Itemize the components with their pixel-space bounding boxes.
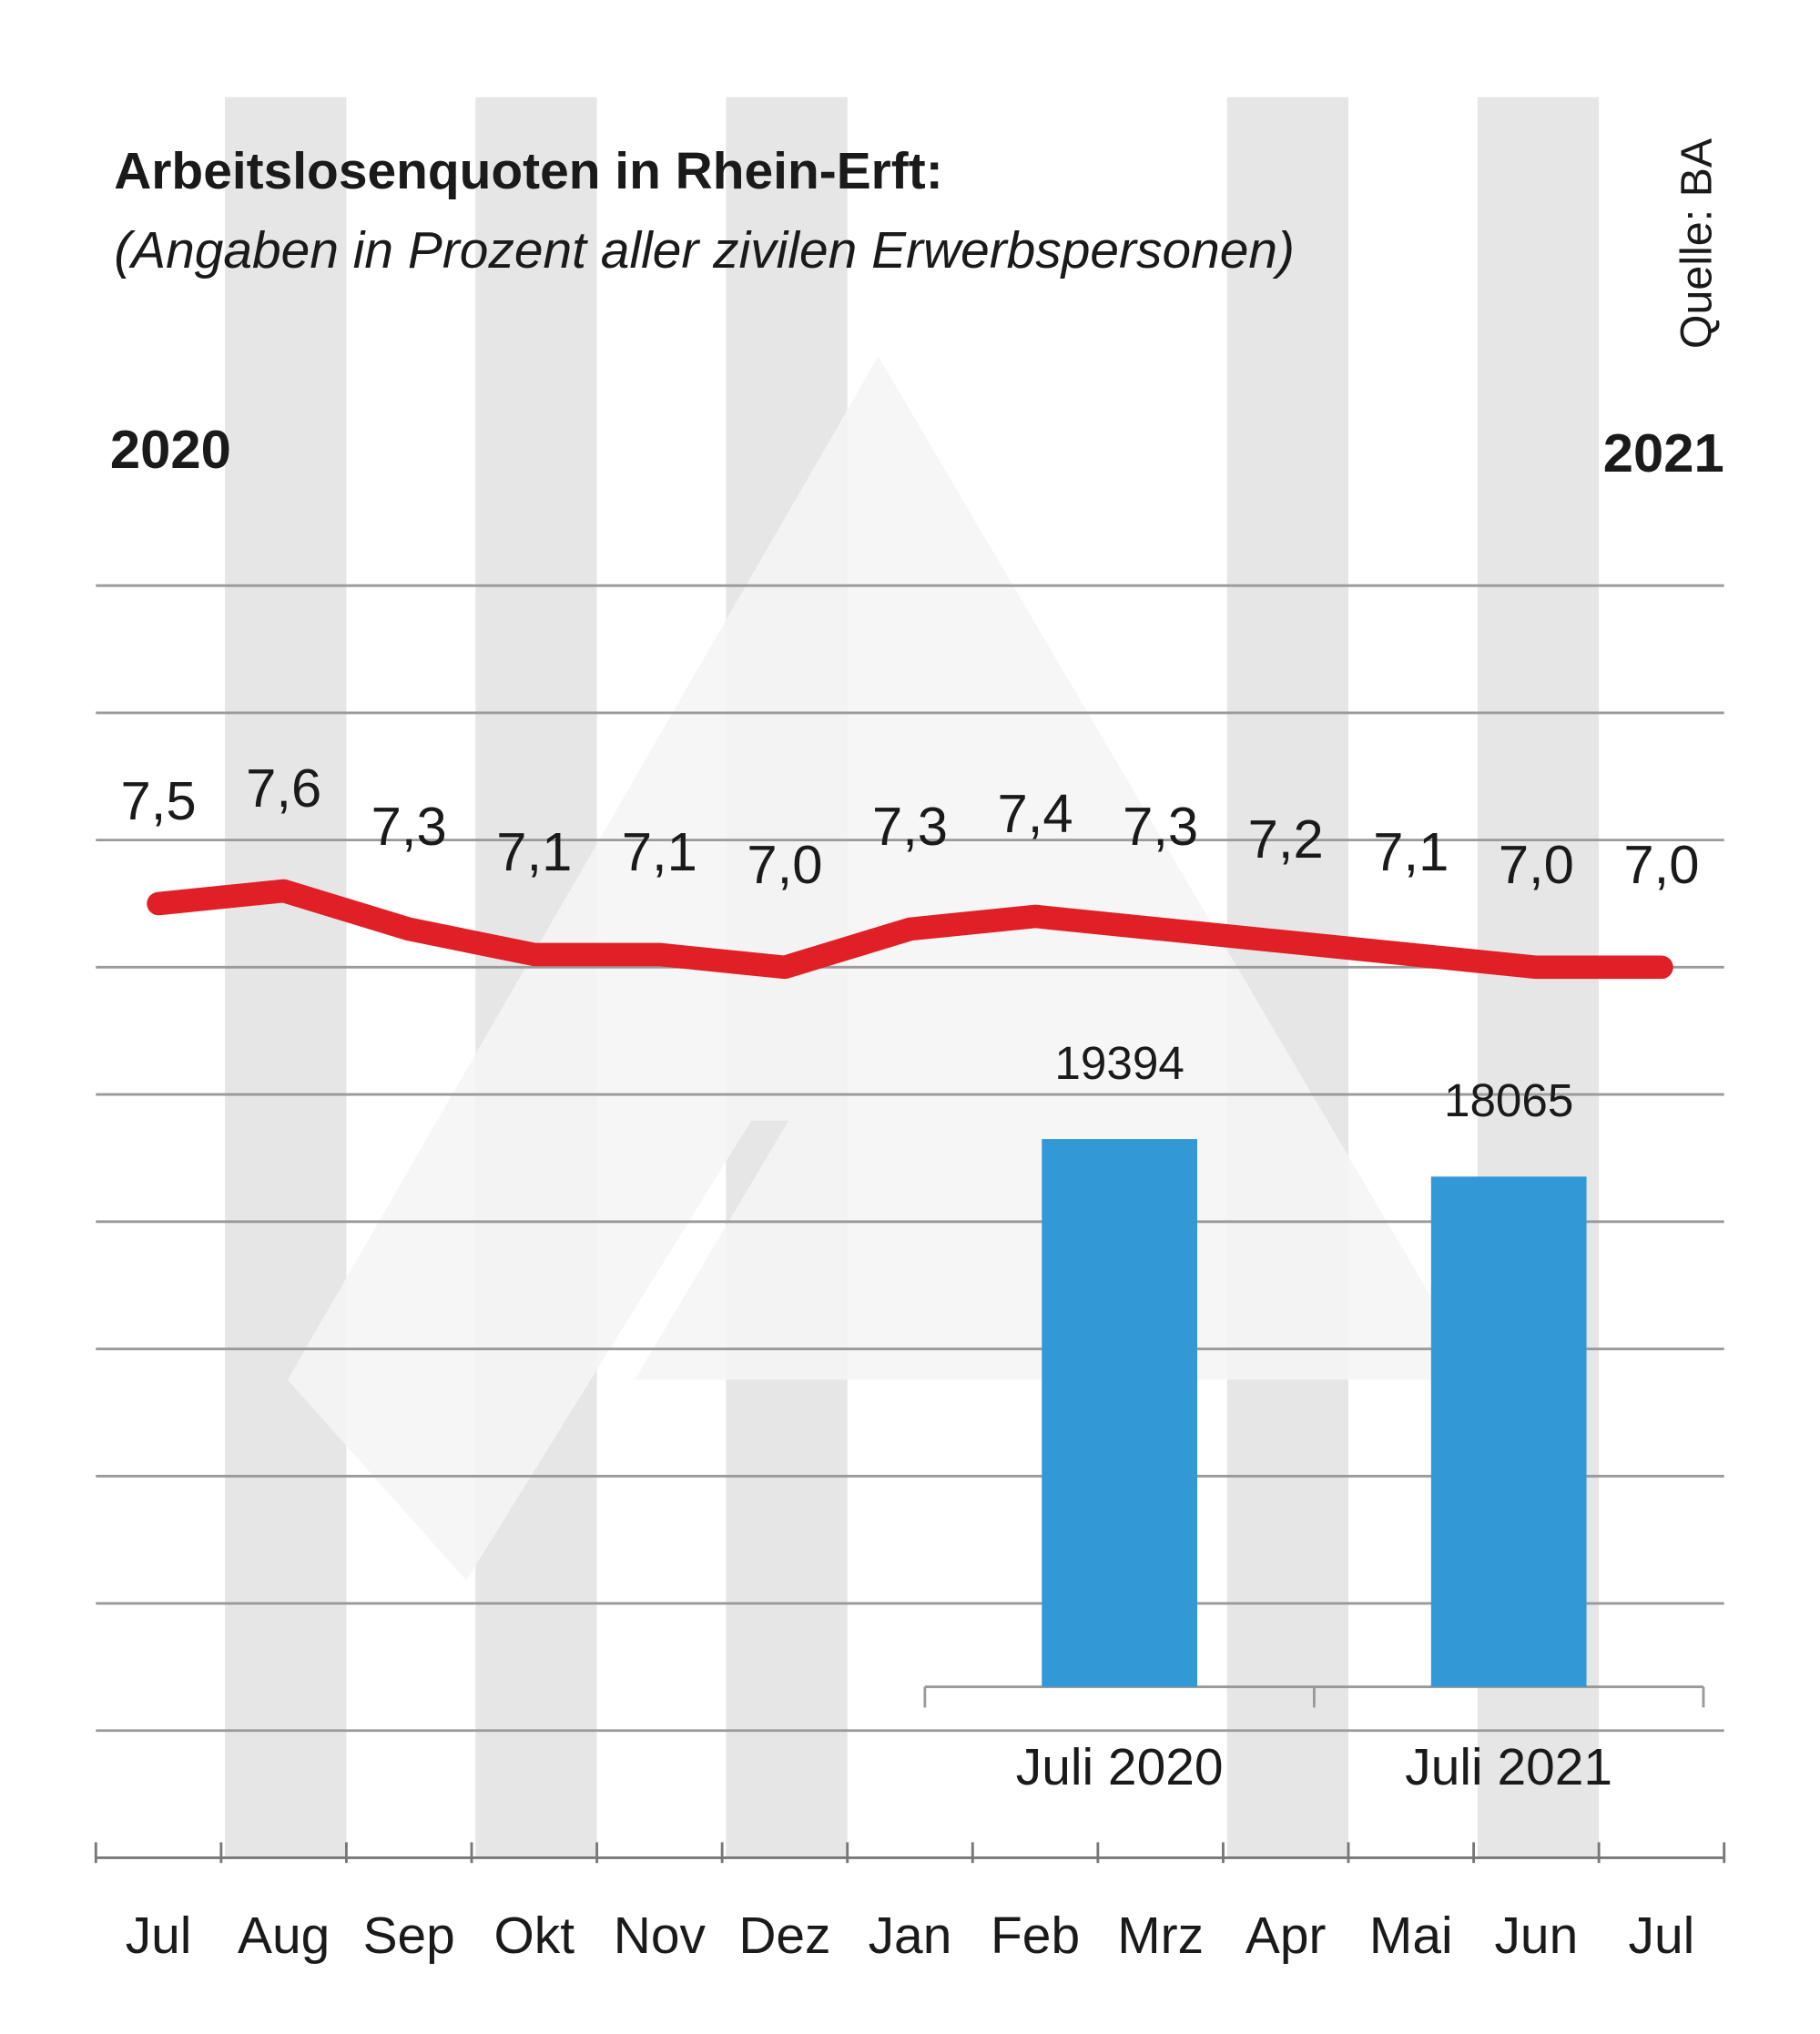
x-tick-label: Nov [614,1907,707,1965]
value-label: 7,1 [496,821,572,882]
value-label: 7,3 [872,796,948,857]
chart-subtitle: (Angaben in Prozent aller zivilen Erwerb… [114,221,1295,280]
x-tick-label: Jul [126,1907,192,1965]
x-tick-label: Mrz [1117,1907,1204,1965]
end-year: 2021 [1603,422,1724,483]
x-tick-label: Mai [1369,1907,1453,1965]
value-label: 7,3 [371,796,447,857]
stripe [225,97,347,1858]
source: Quelle: BA [1672,137,1721,349]
x-tick-label: Apr [1246,1907,1327,1965]
chart-title: Arbeitslosenquoten in Rhein-Erft: [114,142,942,200]
x-tick-label: Juli 2020 [1016,1738,1224,1796]
x-tick-label: Sep [363,1907,455,1965]
x-tick-label: Juli 2021 [1405,1738,1612,1796]
x-tick-label: Jan [869,1907,952,1965]
value-label: 7,6 [246,758,321,819]
stripe [1226,97,1349,1858]
x-tick-label: Aug [238,1907,330,1965]
value-label: 7,0 [747,834,822,895]
x-tick-label: Feb [991,1907,1080,1965]
x-tick-label: Jun [1494,1907,1578,1965]
bar [1430,1176,1587,1687]
x-tick-label: Dez [738,1907,830,1965]
bar [1042,1139,1198,1687]
value-label: 18065 [1444,1074,1573,1126]
line [147,879,1673,980]
value-label: 7,4 [998,783,1073,844]
x-tick-label: Jul [1629,1907,1695,1965]
value-label: 7,0 [1499,834,1574,895]
value-label: 7,3 [1123,796,1198,857]
value-label: 7,1 [622,821,697,882]
value-label: 7,0 [1623,834,1699,895]
value-label: 7,5 [121,770,197,831]
value-label: 7,2 [1248,809,1324,870]
value-label: 7,1 [1373,821,1449,882]
value-label: 19394 [1054,1037,1184,1089]
x-tick-label: Okt [494,1907,575,1965]
start-year: 2020 [110,419,231,480]
